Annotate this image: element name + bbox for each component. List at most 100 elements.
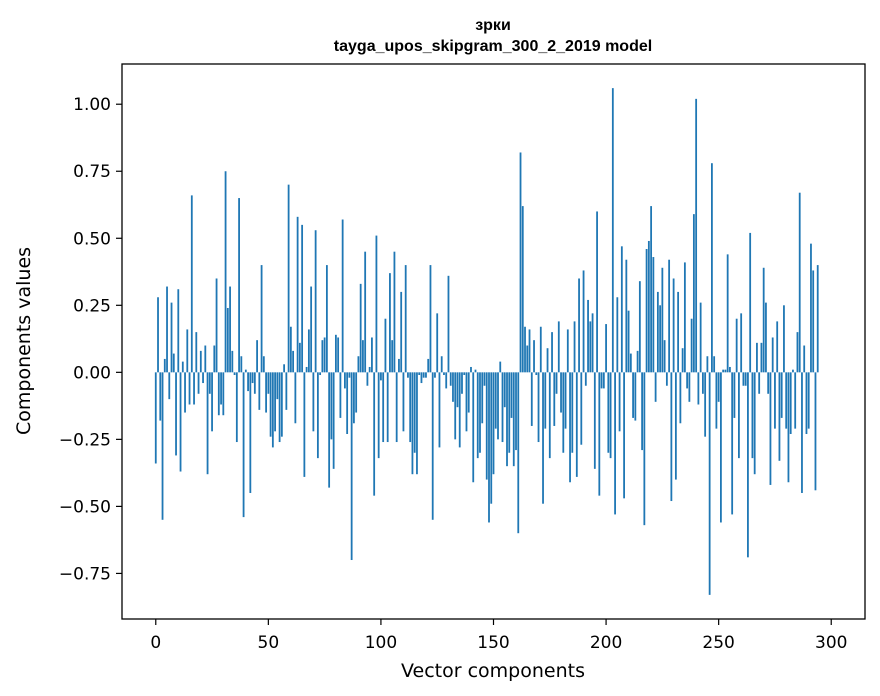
bar: [168, 372, 171, 400]
bar: [713, 356, 716, 373]
bar: [479, 372, 481, 453]
bar: [512, 372, 515, 467]
x-tick-label: 100: [365, 633, 397, 653]
y-tick-label: 0.25: [73, 296, 111, 316]
bar: [310, 286, 313, 373]
bar: [287, 184, 290, 373]
bar: [814, 372, 817, 491]
bar: [618, 372, 621, 432]
bar: [440, 356, 443, 373]
bar: [751, 372, 754, 459]
bar: [465, 372, 468, 432]
bar: [629, 353, 632, 373]
bar: [242, 372, 245, 518]
bar: [220, 372, 222, 405]
bar: [735, 318, 738, 373]
bar: [747, 372, 749, 558]
y-tick-label: 0.75: [73, 162, 111, 182]
x-tick-label: 300: [815, 633, 847, 653]
bar: [447, 275, 450, 373]
bar: [438, 372, 441, 448]
bar: [771, 337, 774, 373]
bar: [337, 337, 340, 373]
bar: [722, 369, 725, 373]
bar: [321, 340, 324, 373]
bar: [274, 372, 276, 432]
y-tick-label: 1.00: [73, 95, 111, 115]
bar: [506, 372, 508, 467]
bar: [515, 372, 517, 451]
bar: [695, 98, 698, 373]
bar: [436, 313, 439, 373]
bar: [341, 219, 344, 373]
bar: [485, 372, 488, 480]
bar: [364, 251, 367, 373]
bar: [231, 350, 234, 373]
bar: [463, 372, 466, 376]
bar: [623, 372, 625, 499]
bar: [726, 254, 729, 373]
bar: [787, 372, 790, 483]
bar: [783, 305, 785, 373]
bar: [253, 372, 256, 394]
bar: [720, 372, 722, 523]
bar: [760, 342, 763, 373]
y-tick-label: 0.00: [73, 363, 111, 383]
bar: [222, 372, 225, 416]
bar: [812, 270, 815, 373]
bar: [181, 361, 184, 373]
bar: [490, 372, 493, 504]
bar: [816, 265, 819, 373]
bar: [373, 372, 376, 496]
bar: [627, 310, 630, 373]
bar: [632, 372, 634, 418]
bar: [699, 302, 702, 373]
bar: [526, 345, 529, 373]
bar: [355, 372, 358, 413]
bar: [560, 372, 562, 413]
bar: [528, 329, 531, 373]
bar: [589, 321, 592, 373]
bar: [229, 286, 231, 373]
bar: [269, 372, 272, 437]
bar: [226, 307, 229, 373]
bar: [611, 88, 614, 373]
bar: [677, 291, 680, 373]
bar: [425, 372, 427, 378]
bar: [420, 372, 423, 384]
x-axis-ticks: 0 50 100 150 200 250 300: [150, 619, 847, 653]
bar: [584, 372, 587, 386]
bar: [557, 321, 560, 373]
bar: [377, 372, 380, 459]
bar: [573, 321, 576, 373]
bar: [481, 372, 484, 424]
bar: [665, 372, 668, 386]
bar: [177, 289, 180, 373]
bar: [316, 372, 319, 459]
bar: [159, 372, 162, 421]
bar: [643, 372, 646, 526]
bar: [195, 332, 198, 373]
bar: [492, 372, 495, 475]
bar: [647, 240, 650, 373]
bar: [294, 372, 297, 424]
bar: [634, 372, 637, 421]
bar: [729, 366, 731, 373]
bar: [708, 372, 711, 595]
bar: [395, 372, 398, 443]
bar: [211, 372, 213, 432]
bar: [600, 372, 603, 389]
bar: [445, 372, 448, 389]
bar: [276, 372, 279, 400]
x-tick-label: 0: [150, 633, 161, 653]
bar: [674, 372, 677, 480]
bar: [593, 372, 596, 469]
bar: [346, 372, 349, 434]
bar: [289, 326, 292, 373]
bar: [758, 372, 761, 394]
bar: [344, 372, 346, 389]
bar: [679, 372, 682, 424]
bar: [166, 286, 168, 373]
bar: [371, 337, 373, 373]
bar: [625, 259, 628, 373]
